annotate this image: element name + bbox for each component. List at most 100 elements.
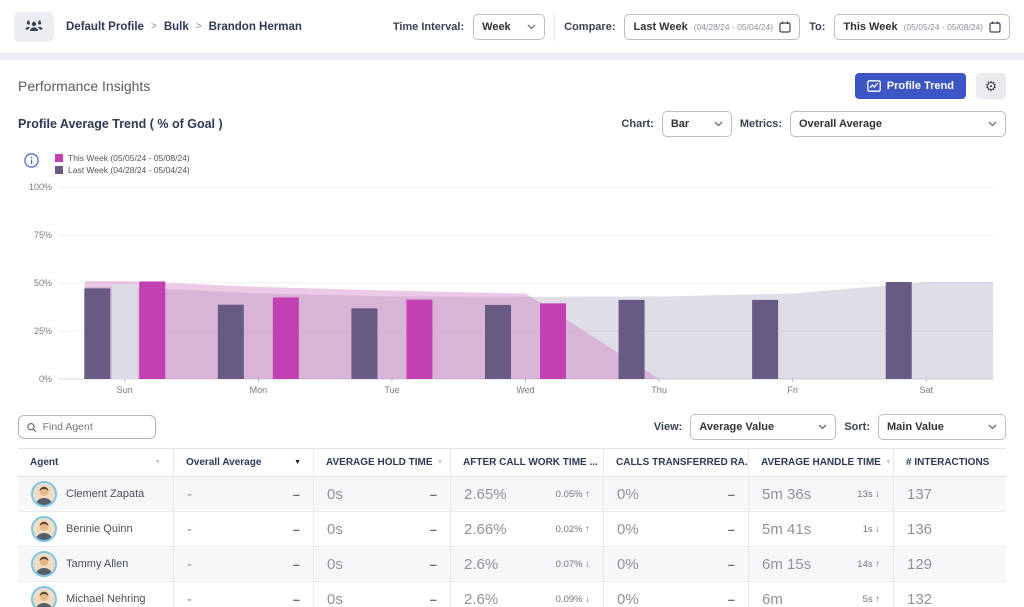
metric-cell: 0% – (604, 512, 749, 546)
column-header-calls-transferred-ra[interactable]: CALLS TRANSFERRED RA... ▼ (604, 449, 749, 476)
chart-type-label: Chart: (621, 118, 654, 130)
table-row[interactable]: Bennie Quinn - –0s –2.66% 0.02% ↑ 0% –5m 41s 1s… (18, 512, 1006, 547)
avatar-face (33, 588, 55, 607)
breadcrumb-item-profile[interactable]: Default Profile (66, 20, 144, 33)
chart-type-value: Bar (670, 118, 690, 130)
x-axis-label: Mon (250, 385, 268, 395)
column-label: CALLS TRANSFERRED RA... (616, 457, 749, 468)
avatar-face (33, 483, 55, 505)
agent-cell[interactable]: Michael Nehring (18, 582, 174, 607)
cell-value: 0s (327, 590, 343, 607)
view-value: Average Value (699, 421, 775, 433)
to-label: To: (809, 20, 826, 33)
search-icon (27, 422, 37, 432)
chart-title: Profile Average Trend ( % of Goal ) (18, 117, 223, 131)
breadcrumb-item-agent[interactable]: Brandon Herman (208, 20, 302, 33)
legend-label: Last Week (04/28/24 - 05/04/24) (68, 165, 190, 175)
avatar (31, 551, 57, 577)
top-bar: Default Profile > Bulk > Brandon Herman … (0, 0, 1024, 54)
column-header-average-hold-time[interactable]: AVERAGE HOLD TIME ▼ (314, 449, 451, 476)
column-header-interactions[interactable]: # INTERACTIONS (894, 449, 1006, 476)
team-icon (25, 19, 43, 31)
avatar-face (33, 553, 55, 575)
sort-triangle-icon[interactable]: ▼ (436, 459, 444, 466)
table-row[interactable]: Michael Nehring - –0s –2.6% 0.09% ↓ 0% –6m 5s ↑… (18, 582, 1006, 607)
compare-date-picker[interactable]: Last Week (04/28/24 - 05/04/24) (624, 13, 801, 40)
cell-value: 0s (327, 520, 343, 538)
delta-empty: – (727, 521, 735, 537)
column-header-after-call-work-time[interactable]: AFTER CALL WORK TIME ... ▼ (451, 449, 604, 476)
delta-empty: – (727, 591, 735, 607)
column-label: AVERAGE HANDLE TIME (761, 457, 881, 468)
time-interval-select[interactable]: Week (473, 13, 546, 40)
bar-last-week-wed (485, 304, 511, 379)
info-icon[interactable] (24, 153, 39, 168)
profile-trend-label: Profile Trend (886, 80, 954, 92)
delta-down: 0.09% ↓ (555, 593, 590, 605)
metric-cell: 2.65% 0.05% ↑ (451, 477, 604, 511)
legend-item[interactable]: This Week (05/05/24 - 05/08/24) (55, 153, 190, 163)
metric-cell: 0s – (314, 582, 451, 607)
compare-label: Compare: (564, 20, 616, 33)
agent-cell[interactable]: Tammy Allen (18, 547, 174, 581)
cell-value: 5m 36s (762, 485, 812, 503)
table-row[interactable]: Clement Zapata - –0s –2.65% 0.05% ↑ 0% –5m 36s… (18, 477, 1006, 512)
settings-button[interactable]: ⚙ (976, 73, 1006, 99)
metric-cell: 132 (894, 582, 1006, 607)
legend-item[interactable]: Last Week (04/28/24 - 05/04/24) (55, 165, 190, 175)
profile-trend-button[interactable]: Profile Trend (854, 73, 966, 99)
sort-triangle-icon[interactable]: ▼ (294, 459, 301, 466)
agent-name: Clement Zapata (66, 488, 145, 500)
bar-ghost-sun (111, 284, 138, 379)
column-header-overall-average[interactable]: Overall Average ▼ (174, 449, 314, 476)
metric-cell: 2.6% 0.07% ↓ (451, 547, 604, 581)
bar-this-week-wed (540, 303, 566, 379)
cell-value: 0% (617, 555, 639, 573)
cell-value: 136 (907, 520, 933, 538)
metric-cell: 2.6% 0.09% ↓ (451, 582, 604, 607)
metric-cell: 5m 41s 1s ↓ (749, 512, 894, 546)
agent-cell[interactable]: Bennie Quinn (18, 512, 174, 546)
x-axis-label: Thu (651, 385, 667, 395)
agent-search-input[interactable] (42, 421, 147, 433)
sort-select[interactable]: Main Value (878, 414, 1006, 440)
bar-this-week-tue (406, 299, 433, 379)
breadcrumb-item-group[interactable]: Bulk (163, 20, 189, 33)
view-select[interactable]: Average Value (690, 414, 837, 440)
metric-cell: 0% – (604, 582, 749, 607)
sort-triangle-icon[interactable]: ▼ (602, 459, 603, 466)
metric-cell: 0s – (314, 547, 451, 581)
column-header-average-handle-time[interactable]: AVERAGE HANDLE TIME ▼ (749, 449, 894, 476)
to-value: This Week (843, 20, 898, 33)
page-title: Performance Insights (18, 78, 151, 94)
metric-cell: 136 (894, 512, 1006, 546)
delta-empty: – (292, 556, 300, 572)
avatar (31, 481, 57, 507)
delta-empty: – (292, 591, 300, 607)
time-interval-label: Time Interval: (392, 20, 465, 33)
sort-triangle-icon[interactable]: ▼ (884, 459, 892, 466)
trend-chart: 0% 25% 50% 75% 100% Sun Mon Tue Wed Thu Fri Sat (18, 177, 1006, 406)
delta-up: 14s ↑ (857, 558, 880, 570)
metrics-select[interactable]: Overall Average (790, 111, 1006, 137)
agent-name: Tammy Allen (66, 558, 129, 570)
delta-empty: – (429, 556, 437, 572)
legend-swatch (55, 154, 63, 162)
column-label: AVERAGE HOLD TIME (326, 457, 433, 468)
cell-value: 0% (617, 485, 639, 503)
agent-search[interactable] (18, 415, 156, 439)
sort-label: Sort: (844, 421, 870, 433)
cell-value: 2.6% (464, 590, 499, 607)
team-icon-button[interactable] (14, 11, 54, 42)
metric-cell: - – (174, 512, 314, 546)
chart-type-select[interactable]: Bar (661, 111, 732, 137)
cell-value: 129 (907, 555, 933, 573)
column-header-agent[interactable]: Agent ▼ (18, 449, 174, 476)
sort-triangle-icon[interactable]: ▼ (154, 459, 161, 466)
legend-label: This Week (05/05/24 - 05/08/24) (68, 153, 190, 163)
agent-name: Bennie Quinn (66, 523, 133, 535)
to-date-picker[interactable]: This Week (05/05/24 - 05/08/24) (834, 13, 1010, 40)
cell-value: - (187, 590, 192, 607)
table-row[interactable]: Tammy Allen - –0s –2.6% 0.07% ↓ 0% –6m 15s 14s … (18, 547, 1006, 582)
agent-cell[interactable]: Clement Zapata (18, 477, 174, 511)
